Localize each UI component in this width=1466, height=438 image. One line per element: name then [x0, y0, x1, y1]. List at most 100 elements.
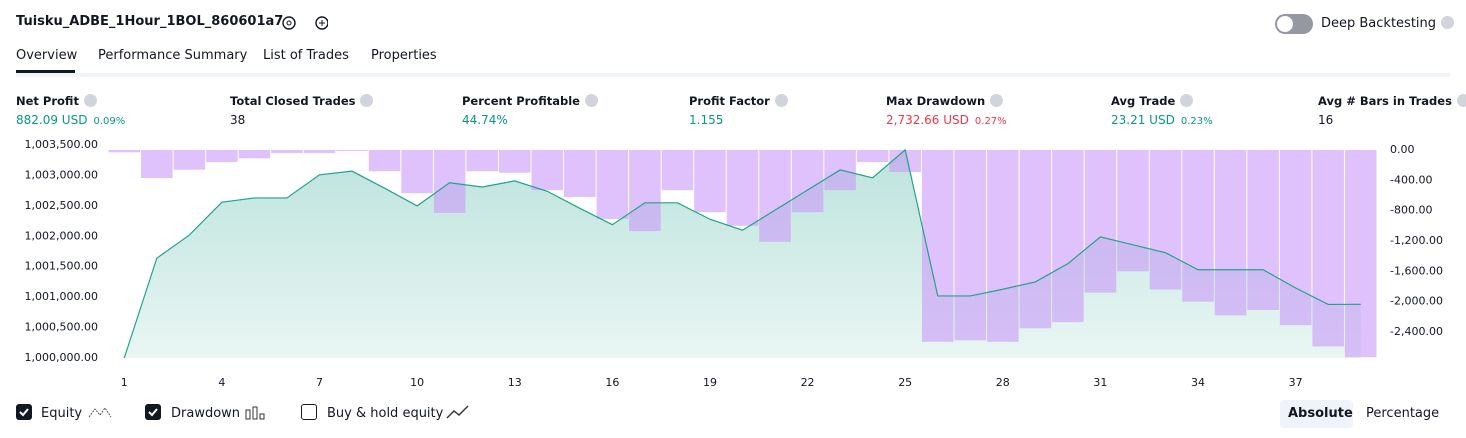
metric-value: 16: [1318, 113, 1333, 127]
x-tick-label: 13: [508, 376, 522, 389]
header-icons: [282, 16, 328, 30]
x-tick-label: 25: [898, 376, 912, 389]
y-tick-label: 1,002,500.00: [25, 199, 98, 212]
metric-label-text: Total Closed Trades: [230, 94, 356, 108]
drawdown-bar: [1149, 150, 1182, 290]
drawdown-bar: [629, 150, 661, 232]
y2-tick-label: -2,000.00: [1390, 295, 1443, 308]
x-tick-label: 16: [605, 376, 619, 389]
metric-percent: 0.27%: [974, 116, 1007, 127]
drawdown-bar: [1117, 150, 1149, 272]
info-icon: [360, 94, 374, 107]
mode-active-bg: [1280, 400, 1353, 428]
y-tick-label: 1,000,500.00: [25, 321, 98, 334]
legend-label: Drawdown: [171, 406, 241, 421]
metric-value-text: 38: [230, 113, 246, 127]
x-tick-label: 34: [1191, 376, 1205, 389]
drawdown-bar: [889, 150, 921, 172]
legend-label: Buy & hold equity: [327, 406, 444, 421]
tab[interactable]: List of Trades: [263, 48, 349, 63]
info-icon: [774, 94, 788, 107]
drawdown-bar: [271, 150, 303, 154]
drawdown-bar: [856, 150, 889, 163]
drawdown-bar: [1019, 150, 1052, 329]
tab-underline: [16, 70, 75, 73]
y-tick-label: 1,001,500.00: [25, 260, 98, 273]
checkbox[interactable]: [16, 404, 32, 420]
y2-tick-label: -1,200.00: [1390, 234, 1443, 247]
metric-value: 44.74%: [462, 113, 508, 127]
metric-value-text: 23.21 USD: [1111, 113, 1175, 127]
mode-button[interactable]: Percentage: [1366, 406, 1440, 421]
drawdown-bar: [1312, 150, 1344, 347]
drawdown-bar: [531, 150, 564, 191]
tab[interactable]: Properties: [371, 48, 437, 63]
x-tick-label: 4: [218, 376, 225, 389]
drawdown-bar: [564, 150, 596, 198]
y-tick-label: 1,002,000.00: [25, 229, 98, 242]
drawdown-bar: [661, 150, 694, 191]
equity-icon: [88, 407, 112, 418]
metric-label-text: Max Drawdown: [886, 94, 986, 108]
toggle-label: Deep Backtesting: [1321, 16, 1455, 31]
drawdown-bar: [141, 150, 173, 179]
y-tick-label: 1,000,000.00: [25, 351, 98, 364]
separator: [16, 73, 1450, 77]
metric-label-text: Net Profit: [16, 94, 79, 108]
drawdown-bar: [987, 150, 1019, 342]
metric-value: 882.09 USD 0.09%: [16, 113, 125, 127]
checkbox[interactable]: [145, 404, 161, 420]
metric-label-text: Percent Profitable: [462, 94, 580, 108]
x-tick-label: 28: [996, 376, 1010, 389]
x-tick-label: 7: [316, 376, 323, 389]
drawdown-bar: [498, 150, 531, 173]
drawdown-bar: [108, 150, 141, 153]
y2-tick-label: -2,400.00: [1390, 325, 1443, 338]
toggle-text: Deep Backtesting: [1321, 16, 1437, 31]
strategy-title: Tuisku_ADBE_1Hour_1BOL_860601a7: [16, 14, 284, 29]
tab[interactable]: Performance Summary: [98, 48, 248, 63]
x-tick-label: 22: [801, 376, 815, 389]
drawdown-bar: [1247, 150, 1279, 311]
metric-label-text: Avg Trade: [1111, 94, 1176, 108]
metric-percent: 0.09%: [93, 116, 126, 127]
drawdown-bar: [726, 150, 759, 226]
toggle[interactable]: [1275, 14, 1313, 34]
metric-value-text: 16: [1318, 113, 1334, 127]
drawdown-bar: [791, 150, 824, 213]
legend-label: Equity: [41, 406, 83, 421]
metric-label: Avg # Bars in Trades: [1318, 94, 1466, 108]
mode-button[interactable]: Absolute: [1288, 406, 1353, 421]
metric-label: Net Profit: [16, 94, 97, 108]
drawdown-bar: [368, 150, 401, 172]
drawdown-bar: [401, 150, 433, 194]
metric-value-text: 44.74%: [462, 113, 508, 127]
drawdown-bar: [596, 150, 629, 220]
y-tick-label: 1,003,500.00: [25, 138, 98, 151]
metric-percent: 0.23%: [1180, 116, 1213, 127]
y2-tick-label: -1,600.00: [1390, 264, 1443, 277]
tab[interactable]: Overview: [16, 48, 78, 63]
equity-line: [123, 148, 1361, 359]
metric-label-text: Avg # Bars in Trades: [1318, 94, 1452, 108]
drawdown-bar: [1214, 150, 1247, 316]
metric-label: Max Drawdown: [886, 94, 1004, 108]
checkbox[interactable]: [301, 404, 317, 420]
drawdown-bar: [954, 150, 987, 341]
metric-value: 1.155: [689, 113, 723, 127]
metric-label: Profit Factor: [689, 94, 788, 108]
y2-tick-label: -800.00: [1390, 204, 1432, 217]
metric-value: 38: [230, 113, 245, 127]
y-tick-label: 1,003,000.00: [25, 168, 98, 181]
info-icon: [584, 94, 598, 107]
drawdown-bar: [336, 150, 368, 152]
drawdown-bar: [173, 150, 206, 170]
metric-value-text: 2,732.66 USD: [886, 113, 969, 127]
drawdown-bar: [694, 150, 726, 213]
metric-label: Total Closed Trades: [230, 94, 374, 108]
metric-value-text: 1.155: [689, 113, 724, 127]
y-tick-label: 1,001,000.00: [25, 290, 98, 303]
metric-value: 23.21 USD 0.23%: [1111, 113, 1213, 127]
x-tick-label: 19: [703, 376, 717, 389]
